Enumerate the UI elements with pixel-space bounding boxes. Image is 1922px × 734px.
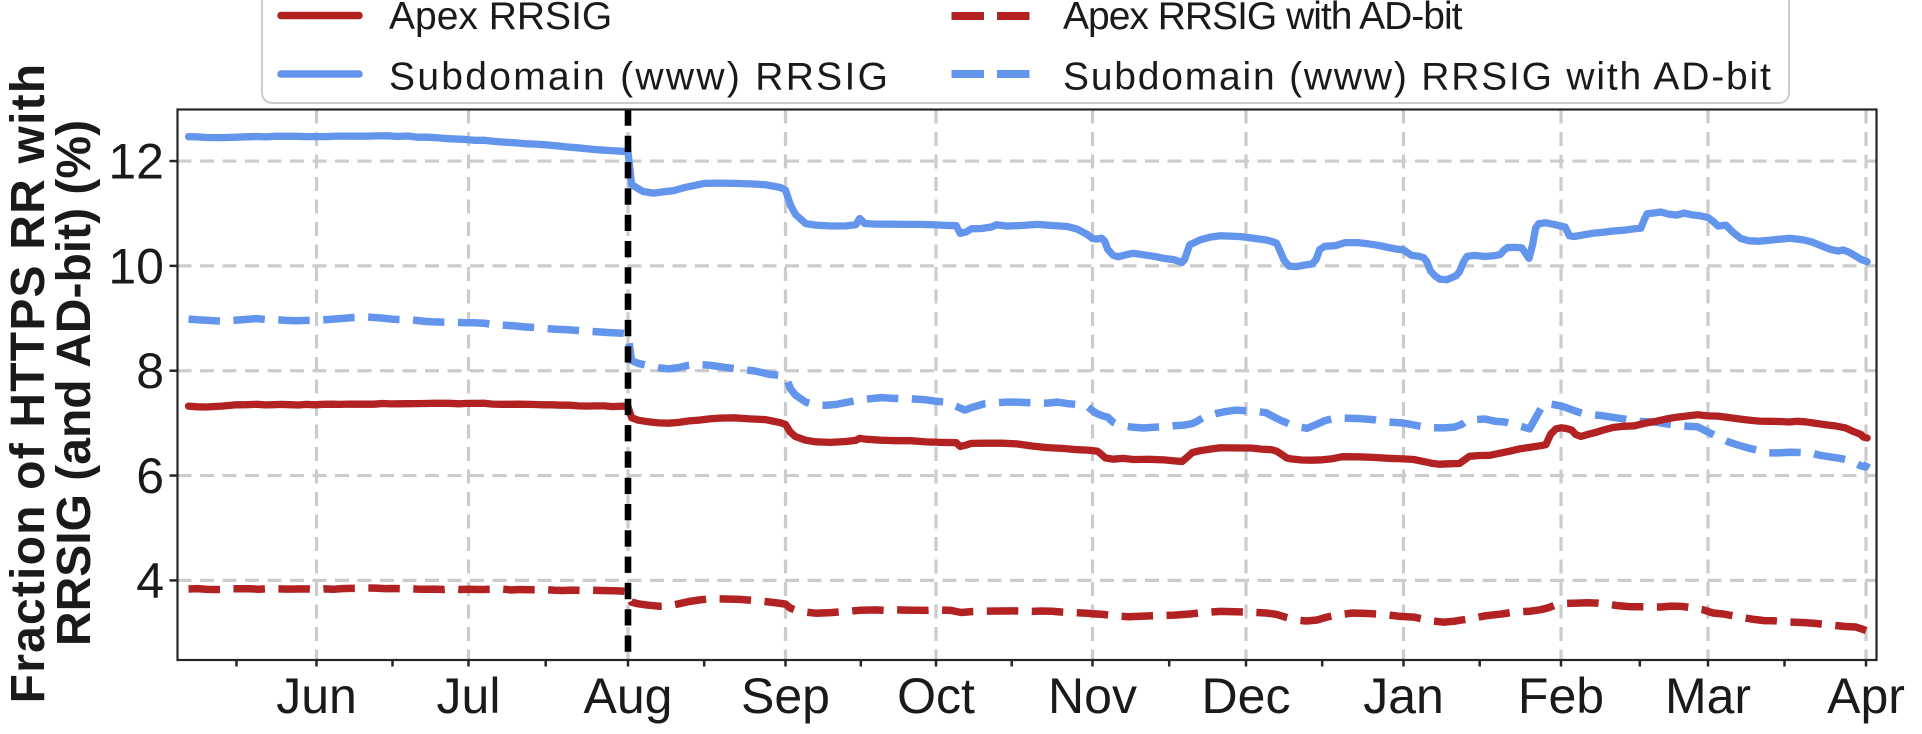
svg-text:Dec: Dec — [1202, 668, 1291, 724]
svg-text:4: 4 — [136, 553, 164, 609]
svg-text:8: 8 — [136, 343, 164, 399]
svg-text:Apex RRSIG: Apex RRSIG — [389, 0, 612, 38]
svg-text:Oct: Oct — [897, 668, 975, 724]
svg-text:Nov: Nov — [1048, 668, 1137, 724]
svg-text:Fraction of HTTPS RR with: Fraction of HTTPS RR with — [2, 63, 55, 704]
svg-text:Subdomain (www) RRSIG: Subdomain (www) RRSIG — [389, 56, 890, 99]
svg-text:RRSIG (and AD-bit) (%): RRSIG (and AD-bit) (%) — [48, 120, 101, 646]
svg-text:6: 6 — [136, 448, 164, 504]
svg-text:Apex RRSIG with AD-bit: Apex RRSIG with AD-bit — [1063, 0, 1463, 38]
svg-text:Apr: Apr — [1827, 668, 1905, 724]
svg-text:12: 12 — [108, 134, 164, 190]
svg-text:Jan: Jan — [1363, 668, 1444, 724]
svg-text:Feb: Feb — [1518, 668, 1604, 724]
svg-text:Jul: Jul — [437, 668, 501, 724]
svg-text:Mar: Mar — [1665, 668, 1751, 724]
svg-text:Jun: Jun — [276, 668, 357, 724]
svg-text:Sep: Sep — [741, 668, 830, 724]
svg-text:10: 10 — [108, 238, 164, 294]
svg-text:Subdomain (www) RRSIG with AD-: Subdomain (www) RRSIG with AD-bit — [1063, 56, 1773, 99]
svg-text:Aug: Aug — [584, 668, 673, 724]
